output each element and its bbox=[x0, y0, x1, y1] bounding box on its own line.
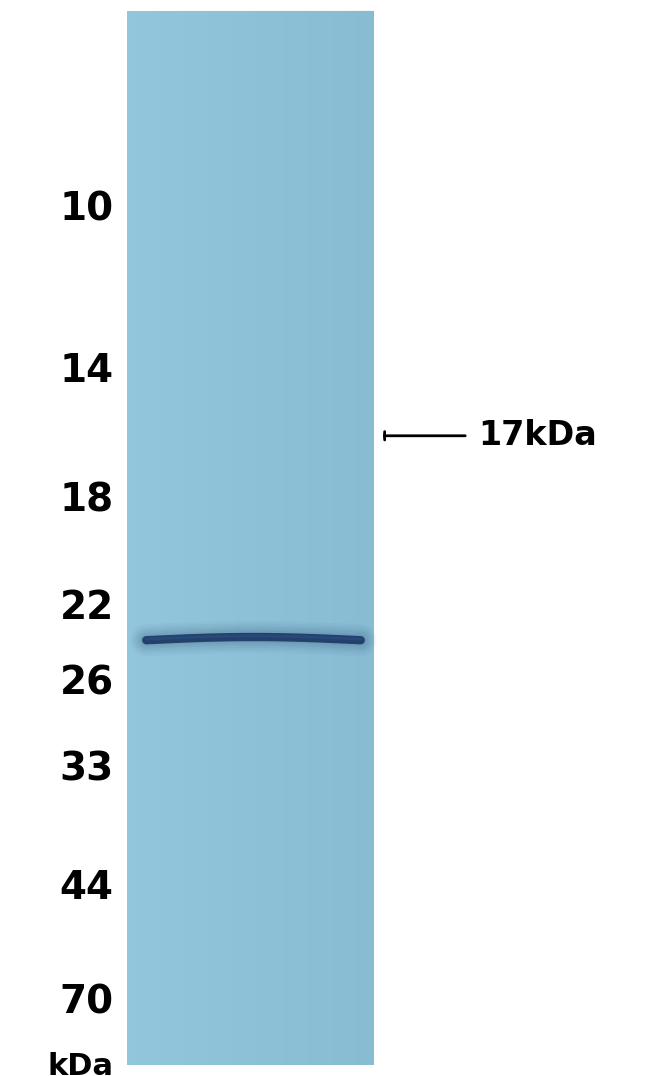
Text: 22: 22 bbox=[60, 589, 114, 627]
Text: 44: 44 bbox=[60, 868, 114, 907]
Text: 14: 14 bbox=[60, 352, 114, 391]
Text: kDa: kDa bbox=[47, 1052, 114, 1076]
Text: 33: 33 bbox=[60, 750, 114, 789]
Text: 17kDa: 17kDa bbox=[478, 420, 597, 452]
Text: 70: 70 bbox=[60, 983, 114, 1022]
Text: 18: 18 bbox=[60, 481, 114, 520]
Text: 26: 26 bbox=[60, 664, 114, 703]
Text: 10: 10 bbox=[60, 190, 114, 229]
Bar bbox=[127, 11, 374, 1065]
